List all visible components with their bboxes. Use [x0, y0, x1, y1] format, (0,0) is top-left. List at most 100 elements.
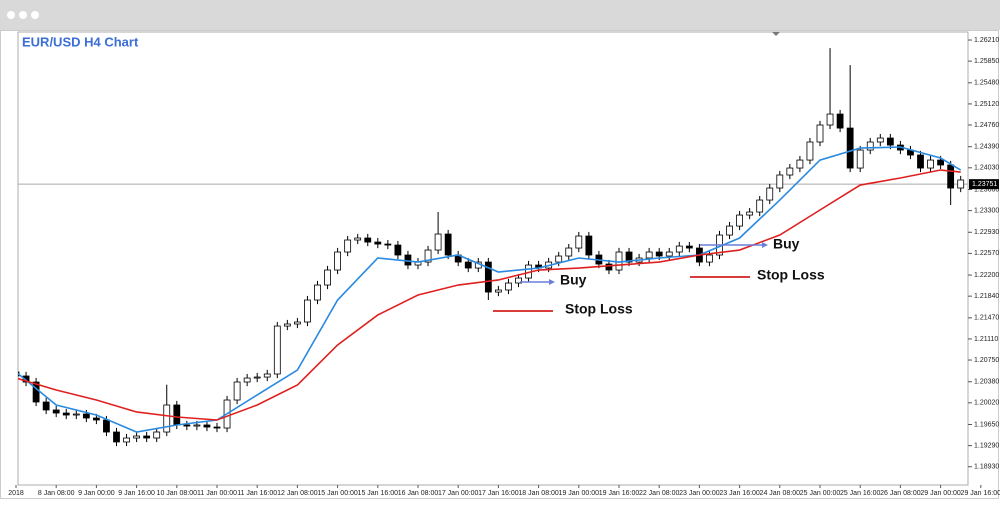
window-dot — [31, 11, 39, 19]
candle-body — [756, 199, 764, 213]
candle-body — [32, 381, 40, 403]
window-dot — [7, 11, 15, 19]
candle-body — [826, 113, 834, 126]
y-tick-label: 1.24030 — [974, 165, 999, 172]
annotation: Buy — [560, 272, 587, 288]
candle-body — [213, 426, 221, 429]
candle-body — [565, 247, 573, 257]
candle-body — [364, 237, 372, 243]
y-tick-label: 1.22930 — [974, 229, 999, 236]
candle-body — [253, 376, 261, 379]
plot-area — [17, 31, 969, 486]
y-tick-label: 1.25120 — [974, 101, 999, 108]
candle-body — [394, 244, 402, 256]
candle-body — [505, 282, 512, 291]
annotation: Buy — [773, 236, 800, 252]
candle-body — [243, 377, 251, 383]
candle-body — [173, 404, 181, 426]
y-tick-label: 1.21470 — [974, 315, 999, 322]
x-tick-label: 19 Jan 00:00 — [559, 490, 600, 497]
candle-body — [203, 424, 211, 428]
candle-body — [263, 373, 271, 378]
y-tick-label: 1.18930 — [974, 464, 999, 471]
candle-body — [575, 235, 583, 249]
candle-body — [42, 401, 50, 411]
y-tick-label: 1.25480 — [974, 80, 999, 87]
x-tick-label: 10 Jan 08:00 — [157, 490, 198, 497]
moving-average — [18, 169, 961, 421]
buy-arrow-head — [762, 242, 768, 248]
candle-body — [82, 413, 90, 419]
candle-body — [233, 381, 241, 401]
candle-body — [72, 413, 80, 416]
candle-body — [555, 255, 563, 263]
y-tick-label: 1.23300 — [974, 207, 999, 214]
x-tick-label: 25 Jan 16:00 — [840, 490, 881, 497]
candle-body — [384, 243, 392, 246]
candle-body — [766, 187, 774, 201]
price-marker-label: 1.23751 — [972, 181, 997, 188]
x-tick-label: 9 Jan 16:00 — [118, 490, 155, 497]
candle-body — [354, 237, 362, 241]
candle-body — [615, 251, 623, 271]
x-tick-label: 18 Jan 08:00 — [518, 490, 559, 497]
candle-body — [93, 417, 100, 421]
buy-arrow-head — [549, 279, 555, 285]
candle-body — [434, 233, 442, 251]
candle-body — [736, 214, 743, 227]
candle-body — [876, 137, 884, 143]
candle-body — [776, 174, 784, 189]
candle-body — [344, 239, 352, 253]
candle-body — [685, 245, 693, 249]
candle-body — [796, 159, 804, 169]
x-tick-label: 12 Jan 08:00 — [277, 490, 318, 497]
candle-body — [293, 321, 301, 325]
y-tick-label: 1.20380 — [974, 379, 999, 386]
x-tick-label: 15 Jan 16:00 — [358, 490, 399, 497]
candle-body — [625, 251, 633, 263]
candle-body — [314, 284, 321, 301]
candle-body — [133, 435, 141, 439]
candle-body — [273, 325, 281, 375]
candle-body — [183, 424, 191, 427]
candle-body — [324, 269, 331, 286]
candle-body — [836, 113, 844, 129]
candle-body — [193, 424, 201, 427]
moving-average — [18, 146, 962, 433]
x-tick-label: 16 Jan 08:00 — [398, 490, 439, 497]
window-dot — [19, 11, 27, 19]
candle-body — [846, 127, 854, 169]
annotation: Stop Loss — [565, 301, 633, 317]
candle-body — [304, 299, 311, 323]
candle-body — [143, 435, 151, 439]
candle-body — [726, 225, 733, 236]
x-tick-label: 23 Jan 16:00 — [719, 490, 760, 497]
x-tick-label: 2018 — [8, 490, 24, 497]
x-tick-label: 17 Jan 16:00 — [478, 490, 519, 497]
y-tick-label: 1.24390 — [974, 144, 999, 151]
candle-body — [655, 251, 663, 257]
candle-body — [444, 233, 452, 256]
candle-body — [494, 289, 502, 293]
x-tick-label: 9 Jan 00:00 — [78, 490, 115, 497]
plot — [18, 48, 968, 447]
candle-body — [374, 241, 382, 245]
candle-body — [334, 251, 342, 271]
candle-body — [113, 431, 120, 443]
x-tick-label: 24 Jan 08:00 — [760, 490, 801, 497]
chart-title: EUR/USD H4 Chart — [22, 34, 139, 49]
y-tick-label: 1.21110 — [974, 336, 998, 343]
candle-body — [22, 375, 30, 383]
candle-body — [605, 263, 613, 271]
y-tick-label: 1.20020 — [974, 400, 999, 407]
x-tick-label: 11 Jan 00:00 — [197, 490, 237, 497]
candle-body — [52, 409, 60, 414]
candle-body — [464, 261, 472, 269]
candle-body — [957, 179, 965, 189]
y-tick-label: 1.22570 — [974, 250, 999, 257]
candle-body — [856, 149, 864, 169]
candle-body — [947, 164, 955, 189]
candle-body — [937, 159, 944, 166]
